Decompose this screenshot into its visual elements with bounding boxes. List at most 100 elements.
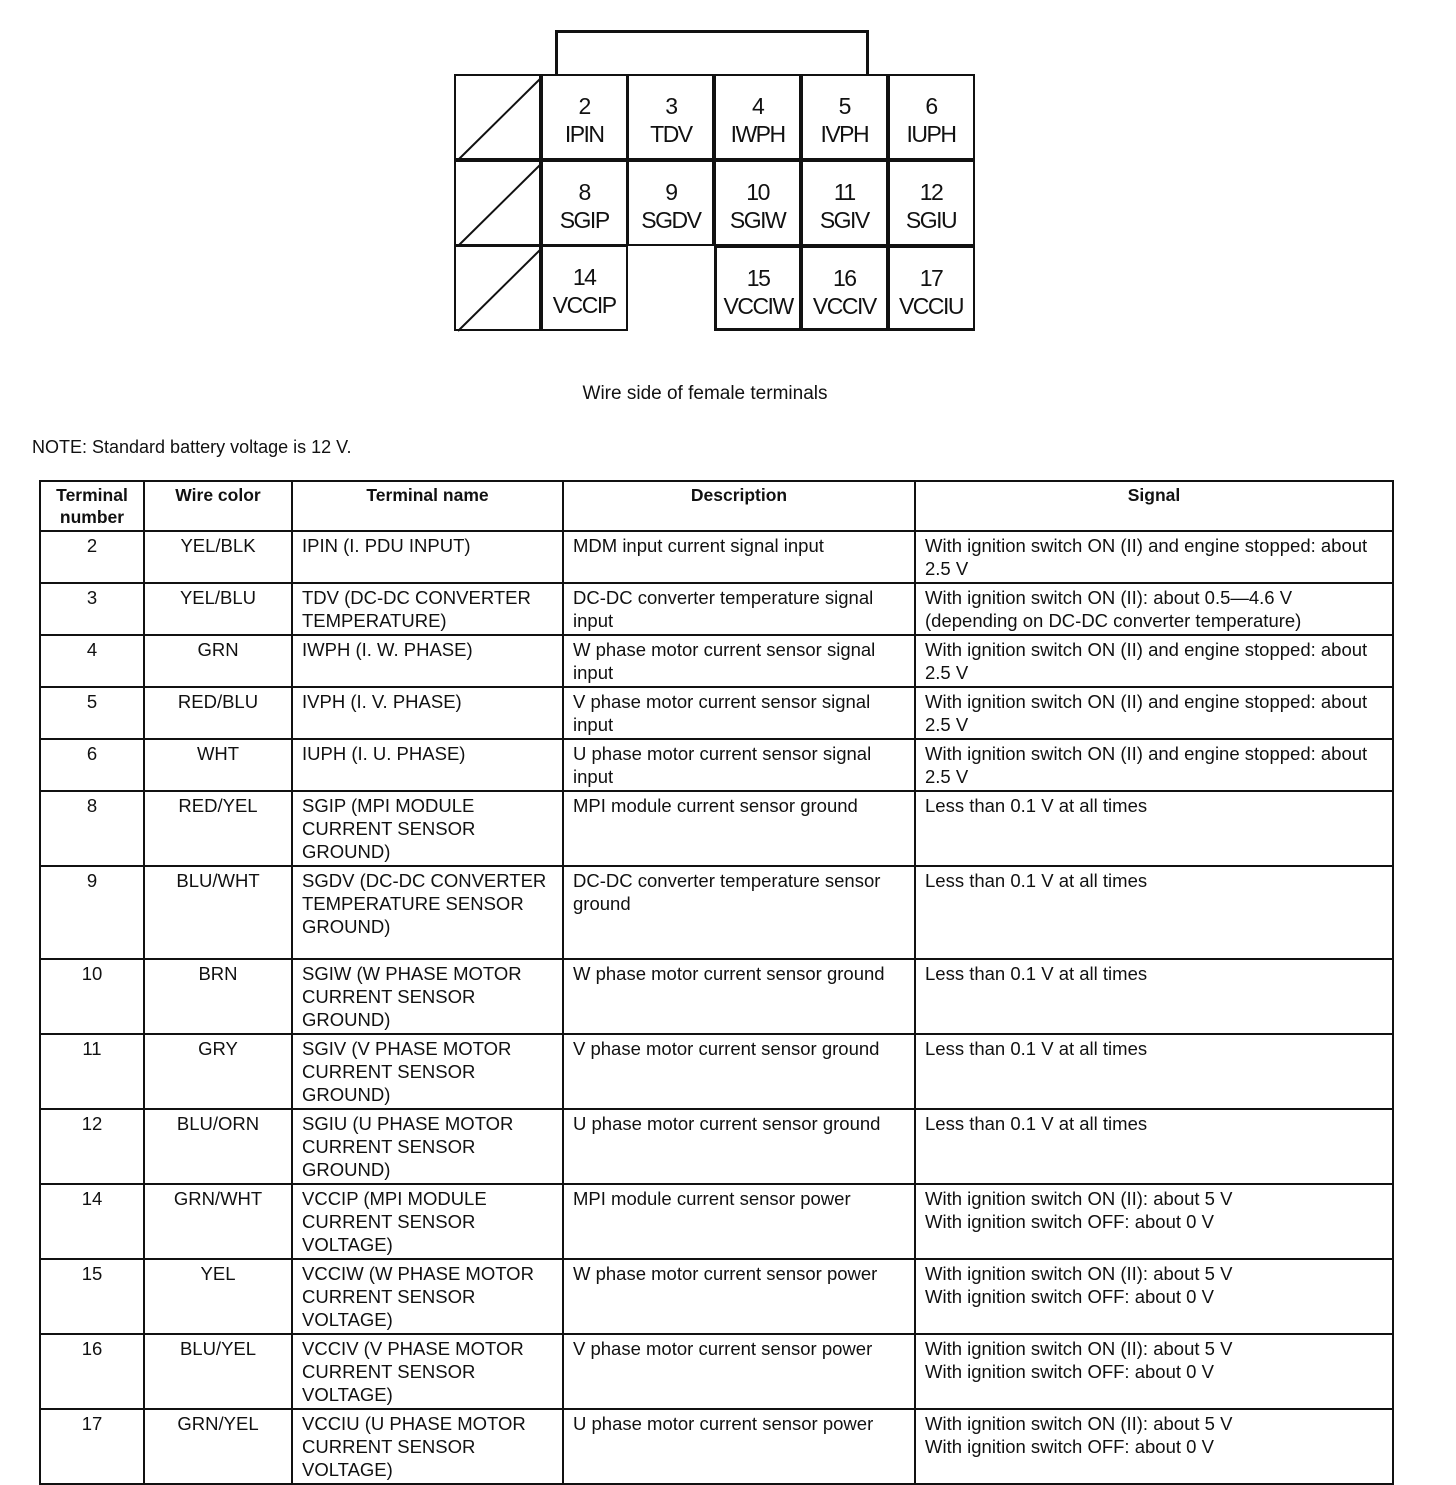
terminal-number: 3 bbox=[665, 93, 678, 119]
signal-cell: Less than 0.1 V at all times bbox=[914, 790, 1394, 867]
terminal-code: SGIV bbox=[819, 206, 870, 233]
terminal-cavity: 9 SGDV bbox=[627, 159, 715, 246]
description-cell: W phase motor current sensor ground bbox=[562, 958, 916, 1035]
description-cell: W phase motor current sensor signal inpu… bbox=[562, 634, 916, 688]
terminal-name-cell: IWPH (I. W. PHASE) bbox=[291, 634, 564, 688]
table-row: 11 GRY SGIV (V PHASE MOTOR CURRENT SENSOR … bbox=[39, 1033, 1394, 1110]
terminal-number-cell: 2 bbox=[39, 530, 145, 584]
terminal-number: 10 bbox=[746, 178, 770, 205]
table-row: 5 RED/BLU IVPH (I. V. PHASE) V phase motor … bbox=[39, 686, 1394, 740]
terminal-code: VCCIW bbox=[723, 293, 795, 320]
signal-cell: With ignition switch ON (II) and engine … bbox=[914, 686, 1394, 740]
terminal-name-cell: SGDV (DC-DC CONVERTER TEMPERATURE SENSOR… bbox=[291, 865, 564, 960]
connector-caption: Wire side of female terminals bbox=[582, 383, 828, 404]
terminal-cavity: 8 SGIP bbox=[540, 159, 628, 246]
description-cell: U phase motor current sensor ground bbox=[562, 1108, 916, 1185]
column-header: Terminal name bbox=[291, 480, 564, 532]
wire-color-cell: GRN/YEL bbox=[143, 1408, 293, 1485]
wire-color-cell: BLU/YEL bbox=[143, 1333, 293, 1410]
wire-color-cell: YEL/BLU bbox=[143, 582, 293, 636]
diagonal-line bbox=[457, 77, 542, 161]
signal-cell: With ignition switch ON (II): about 5 V … bbox=[914, 1258, 1394, 1335]
terminal-number: 12 bbox=[919, 178, 944, 205]
terminal-code: VCCIV bbox=[812, 293, 877, 320]
wire-color-cell: YEL bbox=[143, 1258, 293, 1335]
signal-cell: Less than 0.1 V at all times bbox=[914, 1108, 1394, 1185]
terminal-name-cell: SGIW (W PHASE MOTOR CURRENT SENSOR GROUN… bbox=[291, 958, 564, 1035]
table-header: Terminal number Wire color Terminal name De… bbox=[39, 480, 1394, 532]
terminal-name-cell: IUPH (I. U. PHASE) bbox=[291, 738, 564, 792]
wire-color-cell: RED/BLU bbox=[143, 686, 293, 740]
description-cell: MPI module current sensor ground bbox=[562, 790, 916, 867]
table-row: 2 YEL/BLK IPIN (I. PDU INPUT) MDM input cur… bbox=[39, 530, 1394, 584]
wire-color-cell: WHT bbox=[143, 738, 293, 792]
signal-cell: With ignition switch ON (II): about 0.5—… bbox=[914, 582, 1394, 636]
terminal-number-cell: 5 bbox=[39, 686, 145, 740]
terminal-name-cell: VCCIP (MPI MODULE CURRENT SENSOR VOLTAGE… bbox=[291, 1183, 564, 1260]
signal-cell: Less than 0.1 V at all times bbox=[914, 865, 1394, 960]
wire-color-cell: YEL/BLK bbox=[143, 530, 293, 584]
description-cell: DC-DC converter temperature sensor groun… bbox=[562, 865, 916, 960]
terminal-number: 16 bbox=[833, 265, 857, 292]
terminal-code: IVPH bbox=[820, 121, 869, 147]
terminal-cavity: 14 VCCIP bbox=[540, 245, 628, 332]
terminal-table: Terminal number Wire color Terminal name De… bbox=[39, 480, 1394, 1485]
terminal-name-cell: IPIN (I. PDU INPUT) bbox=[291, 530, 564, 584]
blank-cavity bbox=[454, 245, 542, 333]
terminal-cavity: 4 IWPH bbox=[714, 74, 802, 160]
table-row: 8 RED/YEL SGIP (MPI MODULE CURRENT SENSOR … bbox=[39, 790, 1394, 867]
wire-color-cell: GRN bbox=[143, 634, 293, 688]
column-header: Wire color bbox=[143, 480, 293, 532]
description-cell: U phase motor current sensor power bbox=[562, 1408, 916, 1485]
description-cell: MDM input current signal input bbox=[562, 530, 916, 584]
terminal-number: 4 bbox=[751, 93, 765, 119]
terminal-number-cell: 4 bbox=[39, 634, 145, 688]
terminal-code: IPIN bbox=[564, 121, 605, 147]
diagonal-line bbox=[457, 162, 542, 247]
terminal-number: 15 bbox=[746, 265, 771, 292]
table-row: 6 WHT IUPH (I. U. PHASE) U phase motor curr… bbox=[39, 738, 1394, 792]
terminal-number: 11 bbox=[833, 178, 856, 205]
signal-cell: With ignition switch ON (II) and engine … bbox=[914, 738, 1394, 792]
description-cell: MPI module current sensor power bbox=[562, 1183, 916, 1260]
terminal-code: SGDV bbox=[641, 206, 702, 233]
terminal-code: SGIW bbox=[729, 206, 787, 233]
description-cell: V phase motor current sensor ground bbox=[562, 1033, 916, 1110]
signal-cell: Less than 0.1 V at all times bbox=[914, 1033, 1394, 1110]
terminal-code: IWPH bbox=[730, 121, 787, 147]
terminal-number: 6 bbox=[925, 93, 938, 119]
terminal-name-cell: VCCIW (W PHASE MOTOR CURRENT SENSOR VOLT… bbox=[291, 1258, 564, 1335]
note: NOTE: Standard battery voltage is 12 V. bbox=[32, 437, 352, 457]
terminal-number-cell: 16 bbox=[39, 1333, 145, 1410]
wire-color-cell: BLU/ORN bbox=[143, 1108, 293, 1185]
table-row: 15 YEL VCCIW (W PHASE MOTOR CURRENT SENSOR… bbox=[39, 1258, 1394, 1335]
terminal-cavity: 3 TDV bbox=[627, 74, 715, 160]
terminal-number: 8 bbox=[578, 178, 592, 205]
terminal-cavity: 12 SGIU bbox=[887, 159, 975, 246]
terminal-name-cell: VCCIV (V PHASE MOTOR CURRENT SENSOR VOLT… bbox=[291, 1333, 564, 1410]
wire-color-cell: BLU/WHT bbox=[143, 865, 293, 960]
table-row: 14 GRN/WHT VCCIP (MPI MODULE CURRENT SENSO… bbox=[39, 1183, 1394, 1260]
table-row: 17 GRN/YEL VCCIU (U PHASE MOTOR CURRENT SE… bbox=[39, 1408, 1394, 1485]
table-row: 10 BRN SGIW (W PHASE MOTOR CURRENT SENSOR … bbox=[39, 958, 1394, 1035]
wire-color-cell: GRY bbox=[143, 1033, 293, 1110]
terminal-number: 14 bbox=[572, 264, 597, 291]
signal-cell: With ignition switch ON (II) and engine … bbox=[914, 530, 1394, 584]
column-header: Terminal number bbox=[39, 480, 145, 532]
column-header: Signal bbox=[914, 480, 1394, 532]
terminal-cavity: 16 VCCIV bbox=[800, 245, 888, 332]
terminal-name-cell: IVPH (I. V. PHASE) bbox=[291, 686, 564, 740]
description-cell: V phase motor current sensor power bbox=[562, 1333, 916, 1410]
table-row: 9 BLU/WHT SGDV (DC-DC CONVERTER TEMPERATUR… bbox=[39, 865, 1394, 960]
wire-color-cell: GRN/WHT bbox=[143, 1183, 293, 1260]
table-row: 3 YEL/BLU TDV (DC-DC CONVERTER TEMPERATURE… bbox=[39, 582, 1394, 636]
table-row: 4 GRN IWPH (I. W. PHASE) W phase motor curr… bbox=[39, 634, 1394, 688]
terminal-cavity: 17 VCCIU bbox=[887, 245, 975, 332]
terminal-number-cell: 3 bbox=[39, 582, 145, 636]
terminal-code: VCCIP bbox=[552, 292, 617, 319]
diagonal-line bbox=[457, 248, 542, 333]
signal-cell: With ignition switch ON (II): about 5 V … bbox=[914, 1183, 1394, 1260]
terminal-number-cell: 15 bbox=[39, 1258, 145, 1335]
terminal-name-cell: SGIU (U PHASE MOTOR CURRENT SENSOR GROUN… bbox=[291, 1108, 564, 1185]
signal-cell: With ignition switch ON (II): about 5 V … bbox=[914, 1408, 1394, 1485]
